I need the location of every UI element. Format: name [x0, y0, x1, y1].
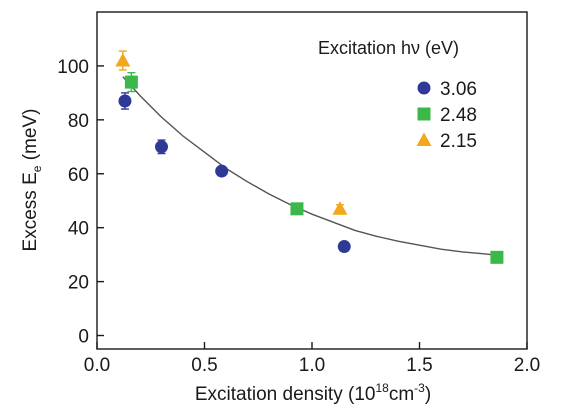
data-point-square	[290, 202, 304, 216]
data-point-circle	[155, 140, 168, 154]
legend-title: Excitation hν (eV)	[318, 38, 459, 58]
legend-label: 2.15	[440, 131, 477, 152]
legend-label: 2.48	[440, 105, 477, 126]
data-points	[115, 50, 504, 264]
legend-marker-circle	[417, 81, 431, 95]
y-tick-label: 20	[68, 273, 89, 294]
x-axis-ticks: 0.0 0.5 1.0 1.5 2.0	[84, 342, 540, 376]
x-tick-label: 0.5	[191, 355, 217, 376]
x-axis-title: Excitation density (1018cm-3)	[195, 381, 431, 405]
y-tick-label: 60	[68, 165, 89, 186]
y-axis-title: Excess Ee (meV)	[20, 109, 44, 252]
data-point-triangle	[332, 201, 348, 215]
legend-label: 3.06	[440, 79, 477, 100]
legend: Excitation hν (eV) 3.06 2.48 2.15	[318, 38, 477, 152]
x-tick-label: 2.0	[514, 355, 540, 376]
y-tick-label: 100	[57, 57, 89, 78]
y-tick-label: 0	[78, 327, 89, 348]
data-point-circle	[215, 164, 229, 178]
plot-frame	[96, 11, 528, 350]
legend-marker-triangle	[416, 132, 432, 146]
y-axis-ticks: 0 20 40 60 80 100	[57, 57, 104, 348]
data-point-circle	[337, 240, 351, 254]
y-tick-label: 80	[68, 111, 89, 132]
legend-items: 3.06 2.48 2.15	[416, 79, 477, 152]
data-point-square	[124, 75, 138, 89]
x-tick-label: 0.0	[84, 355, 110, 376]
legend-marker-square	[417, 107, 431, 121]
data-point-triangle	[115, 53, 131, 67]
data-point-square	[490, 250, 504, 264]
fit-curve-line	[122, 76, 497, 256]
x-tick-label: 1.5	[406, 355, 432, 376]
data-point-circle	[118, 94, 132, 108]
x-tick-label: 1.0	[299, 355, 325, 376]
y-tick-label: 40	[68, 219, 89, 240]
